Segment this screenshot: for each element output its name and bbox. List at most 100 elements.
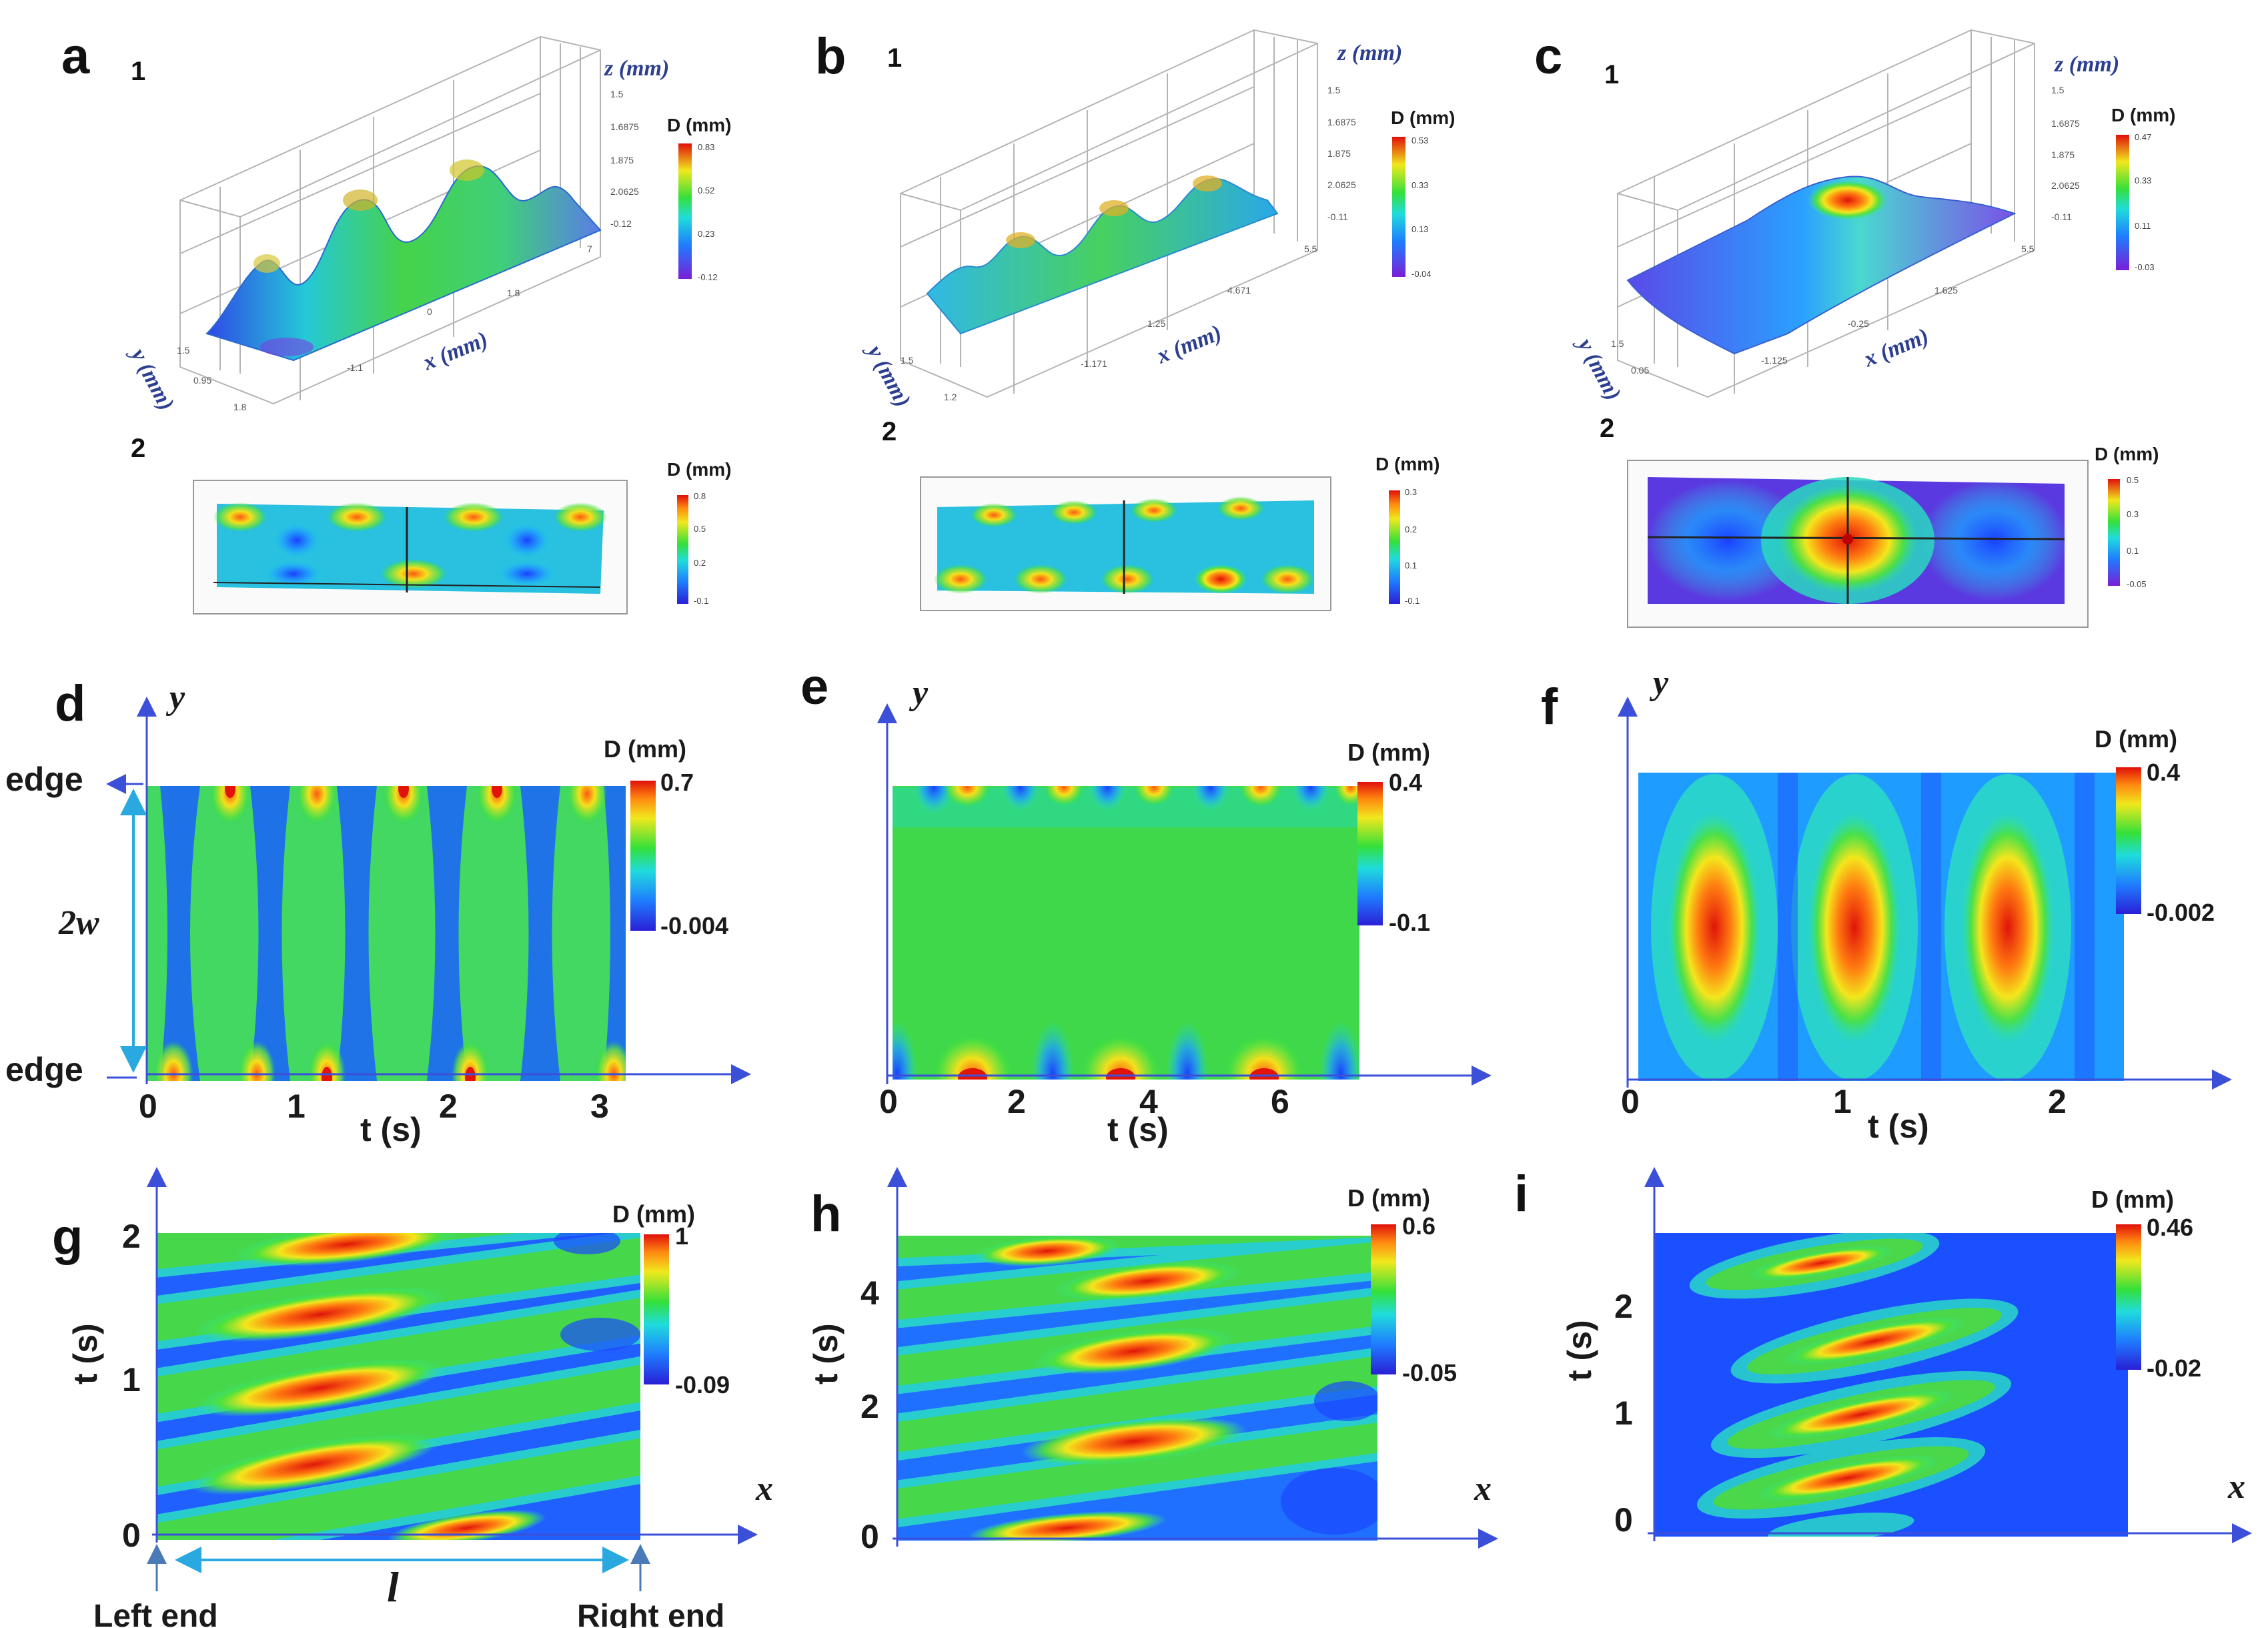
panel-a: a 1 z (mm) x (mm) y (mm) 1.5 1.6875 1.87… — [61, 28, 731, 615]
svg-text:0.2: 0.2 — [694, 558, 706, 568]
svg-text:1.6875: 1.6875 — [2051, 118, 2080, 129]
svg-text:2: 2 — [861, 1388, 879, 1425]
svg-text:0: 0 — [1614, 1501, 1633, 1539]
svg-text:0.23: 0.23 — [698, 229, 714, 239]
svg-text:0.05: 0.05 — [1631, 365, 1649, 376]
svg-text:0.5: 0.5 — [694, 524, 706, 534]
svg-text:0: 0 — [879, 1083, 898, 1120]
colorbar-min-f: -0.002 — [2147, 899, 2215, 926]
svg-text:-0.1: -0.1 — [1405, 596, 1420, 606]
y-axis-label-i: t (s) — [1561, 1320, 1598, 1381]
y-ticks-c: 1.5 0.05 — [1611, 338, 1649, 376]
heatmap-b2 — [934, 496, 1314, 594]
svg-text:-0.11: -0.11 — [1327, 212, 1348, 222]
colorbar-3d-title-c: D (mm) — [2111, 105, 2175, 125]
colorbar-2d-a — [677, 495, 688, 604]
svg-text:-1.171: -1.171 — [1081, 358, 1107, 369]
svg-text:1.5: 1.5 — [610, 89, 624, 99]
svg-text:-0.03: -0.03 — [2135, 262, 2155, 272]
svg-text:0.1: 0.1 — [1405, 560, 1417, 570]
colorbar-max-d: 0.7 — [660, 769, 694, 796]
surface-b — [926, 178, 1279, 335]
y-ticks-b: 1.5 1.2 — [901, 355, 957, 402]
svg-text:2.0625: 2.0625 — [610, 186, 639, 197]
svg-text:0.33: 0.33 — [2135, 175, 2151, 185]
svg-text:-0.05: -0.05 — [2127, 579, 2147, 589]
svg-text:4: 4 — [861, 1274, 879, 1312]
colorbar-2d-c — [2108, 479, 2120, 586]
panel-d: d — [5, 675, 751, 1148]
x-axis-label-c: x (mm) — [1860, 324, 1932, 372]
y-ticks-i: 0 1 2 — [1614, 1288, 1633, 1539]
heatmap-a2 — [213, 502, 607, 594]
colorbar-title-f: D (mm) — [2095, 725, 2177, 753]
panel-letter-f: f — [1541, 679, 1558, 735]
right-end-label: Right end — [577, 1599, 724, 1628]
svg-text:-1.1: -1.1 — [347, 362, 363, 373]
svg-text:1.5: 1.5 — [1611, 338, 1624, 349]
svg-text:0: 0 — [861, 1518, 879, 1555]
panel-e: e — [800, 659, 1492, 1148]
z-ticks-a: 1.5 1.6875 1.875 2.0625 -0.12 — [610, 89, 639, 229]
x-axis-label-a: x (mm) — [419, 327, 491, 376]
y-ticks-g: 0 1 2 — [122, 1218, 141, 1554]
y-axis-label-h: t (s) — [807, 1323, 844, 1384]
svg-text:-1.125: -1.125 — [1761, 355, 1788, 366]
z-axis-label-b: z (mm) — [1337, 41, 1402, 65]
svg-text:1: 1 — [287, 1088, 306, 1125]
svg-text:1.8: 1.8 — [507, 288, 520, 298]
colorbar-2d-title-a: D (mm) — [667, 459, 731, 480]
colorbar-2d-ticks-c: 0.5 0.3 0.1 -0.05 — [2127, 475, 2147, 589]
svg-text:6: 6 — [1271, 1083, 1289, 1120]
z-ticks-c: 1.5 1.6875 1.875 2.0625 -0.11 — [2051, 85, 2080, 222]
colorbar-max-e: 0.4 — [1389, 769, 1422, 796]
svg-text:0: 0 — [1621, 1083, 1640, 1120]
colorbar-title-d: D (mm) — [604, 735, 686, 763]
svg-text:0: 0 — [427, 306, 432, 317]
colorbar-3d-a — [678, 143, 692, 279]
x-ticks-b: -1.171 1.25 4.671 5.5 — [1081, 244, 1317, 369]
svg-text:1.5: 1.5 — [177, 345, 190, 356]
panel-letter-i: i — [1514, 1166, 1528, 1222]
z-axis-label-a: z (mm) — [604, 56, 669, 81]
surface-c — [1626, 175, 2017, 355]
x-axis-label-i: x — [2227, 1468, 2245, 1506]
svg-text:1.875: 1.875 — [2051, 149, 2075, 160]
heatmap-d — [147, 786, 626, 1081]
svg-text:0.3: 0.3 — [2127, 509, 2139, 519]
colorbar-g — [644, 1234, 669, 1384]
x-ticks-d: 0 1 2 3 — [139, 1088, 609, 1125]
svg-text:0.5: 0.5 — [2127, 475, 2139, 485]
colorbar-max-i: 0.46 — [2147, 1214, 2193, 1241]
svg-text:4.671: 4.671 — [1227, 285, 1251, 296]
x-axis-label-g: x — [755, 1470, 773, 1508]
svg-text:0.53: 0.53 — [1411, 135, 1428, 145]
svg-text:0.3: 0.3 — [1405, 487, 1417, 497]
colorbar-title-h: D (mm) — [1347, 1184, 1430, 1212]
svg-text:2: 2 — [439, 1088, 458, 1125]
svg-text:-0.1: -0.1 — [694, 596, 708, 606]
colorbar-e — [1357, 782, 1383, 925]
subpanel-c2-label: 2 — [1600, 414, 1614, 443]
svg-text:0.2: 0.2 — [1405, 524, 1417, 534]
svg-text:-0.12: -0.12 — [698, 272, 718, 282]
svg-text:4: 4 — [1139, 1083, 1158, 1120]
svg-text:5.5: 5.5 — [2021, 244, 2035, 254]
panel-letter-d: d — [55, 675, 85, 732]
svg-text:2: 2 — [122, 1218, 141, 1255]
heatmap-g — [157, 1233, 640, 1540]
colorbar-3d-title-a: D (mm) — [667, 115, 731, 135]
colorbar-max-g: 1 — [675, 1222, 688, 1250]
svg-text:1.875: 1.875 — [610, 155, 634, 165]
svg-text:-0.25: -0.25 — [1848, 318, 1869, 329]
svg-text:1: 1 — [122, 1361, 141, 1398]
colorbar-2d-ticks-b: 0.3 0.2 0.1 -0.1 — [1405, 487, 1420, 606]
panel-b: b 1 z (mm) x (mm) y (mm) 1.5 1.6875 1.87… — [815, 28, 1455, 611]
svg-text:0.33: 0.33 — [1411, 180, 1428, 190]
heatmap-f — [1638, 773, 2124, 1081]
heatmap-h — [897, 1236, 1377, 1541]
svg-text:1: 1 — [1614, 1394, 1633, 1432]
colorbar-max-f: 0.4 — [2147, 759, 2180, 786]
svg-text:2: 2 — [1007, 1083, 1026, 1120]
